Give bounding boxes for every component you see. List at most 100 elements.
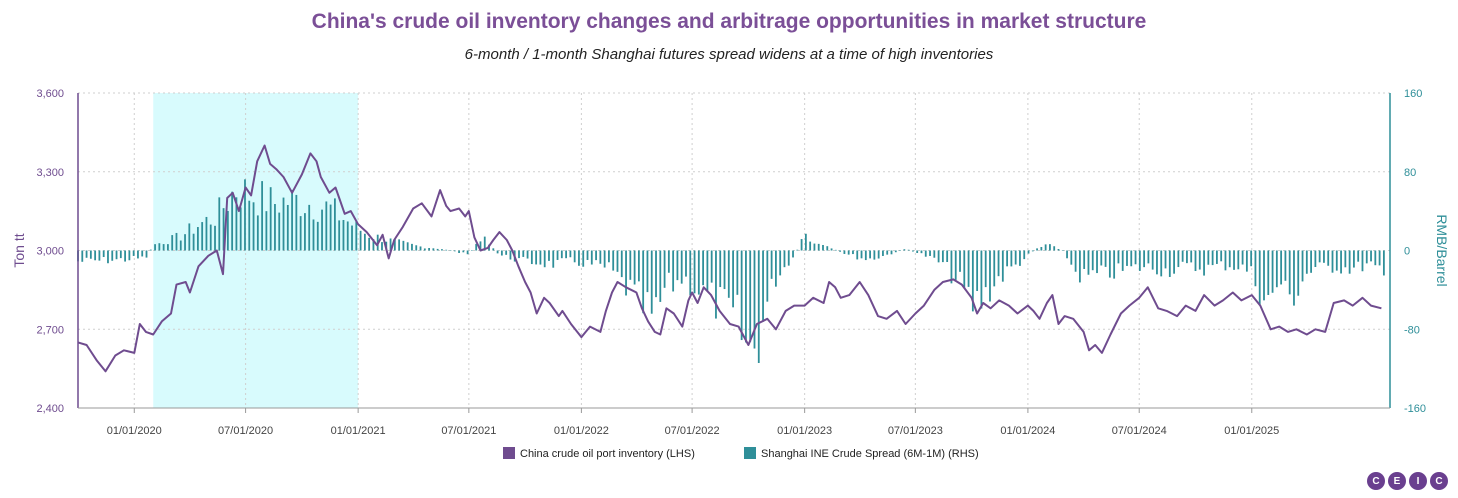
x-tick-label: 01/01/2020 bbox=[107, 425, 162, 437]
spread-bar bbox=[847, 250, 850, 255]
spread-bar bbox=[1006, 250, 1009, 267]
spread-bar bbox=[1001, 250, 1004, 282]
spread-bar bbox=[1340, 250, 1342, 274]
spread-bar bbox=[1284, 250, 1287, 281]
spread-bar bbox=[586, 250, 589, 260]
spread-bar bbox=[209, 224, 212, 251]
spread-bar bbox=[655, 250, 657, 298]
left-tick-label: 2,700 bbox=[36, 324, 64, 336]
right-tick-label: 0 bbox=[1404, 246, 1410, 258]
spread-bar bbox=[954, 250, 957, 280]
spread-bar bbox=[941, 250, 944, 263]
spread-bar bbox=[1113, 250, 1116, 279]
spread-bar bbox=[111, 250, 114, 261]
spread-bar bbox=[959, 250, 961, 272]
spread-bar bbox=[162, 244, 165, 251]
spread-bar bbox=[389, 238, 392, 251]
spread-bar bbox=[462, 250, 465, 253]
spread-bar bbox=[834, 249, 837, 251]
spread-bar bbox=[1245, 250, 1248, 272]
spread-bar bbox=[685, 250, 687, 277]
logo-letter: C bbox=[1367, 472, 1385, 490]
spread-bar bbox=[1057, 249, 1060, 251]
spread-bar bbox=[1108, 250, 1111, 278]
spread-bar bbox=[556, 250, 559, 260]
spread-bar bbox=[667, 250, 670, 273]
spread-bar bbox=[1211, 250, 1214, 266]
spread-bar bbox=[1258, 250, 1261, 306]
spread-bar bbox=[1104, 250, 1107, 267]
spread-bar bbox=[256, 215, 259, 251]
spread-bar bbox=[1241, 250, 1244, 265]
spread-bar bbox=[419, 246, 422, 251]
spread-bar bbox=[680, 250, 683, 284]
spread-bar bbox=[1087, 250, 1090, 275]
spread-bar bbox=[1288, 250, 1291, 295]
spread-bar bbox=[603, 250, 606, 268]
spread-bar bbox=[770, 250, 773, 279]
spread-bar bbox=[102, 250, 105, 258]
spread-bar bbox=[967, 250, 970, 287]
legend-swatch-spread bbox=[744, 447, 756, 459]
spread-bar bbox=[1357, 250, 1360, 262]
spread-bar bbox=[1044, 244, 1047, 251]
spread-bar bbox=[1078, 250, 1081, 283]
spread-bar bbox=[629, 250, 632, 280]
chart-subtitle: 6-month / 1-month Shanghai futures sprea… bbox=[464, 46, 994, 63]
spread-bar bbox=[920, 250, 923, 254]
spread-bar bbox=[736, 250, 739, 295]
spread-bar bbox=[278, 212, 281, 251]
spread-bar bbox=[856, 250, 859, 260]
spread-bar bbox=[1160, 250, 1163, 277]
spread-bar bbox=[950, 250, 953, 284]
spread-bar bbox=[436, 248, 439, 251]
spread-bar bbox=[625, 250, 627, 296]
spread-bar bbox=[1049, 244, 1051, 251]
spread-bar bbox=[864, 250, 867, 261]
spread-bar bbox=[578, 250, 580, 266]
spread-bar bbox=[518, 250, 520, 259]
spread-bar bbox=[997, 250, 1000, 277]
spread-bar bbox=[359, 230, 362, 251]
spread-bar bbox=[286, 204, 289, 251]
spread-bar bbox=[1203, 250, 1205, 276]
spread-bar bbox=[552, 250, 555, 268]
spread-bar bbox=[912, 250, 914, 252]
spread-bar bbox=[1194, 250, 1197, 272]
spread-bar bbox=[1361, 250, 1364, 272]
spread-bar bbox=[342, 219, 345, 251]
spread-bar bbox=[539, 250, 542, 265]
spread-bar bbox=[124, 250, 126, 262]
spread-bar bbox=[1374, 250, 1377, 266]
spread-bar bbox=[530, 250, 533, 265]
spread-bar bbox=[804, 233, 807, 251]
spread-bar bbox=[1250, 250, 1253, 267]
spread-bars bbox=[77, 179, 1385, 363]
spread-bar bbox=[261, 181, 264, 251]
spread-bar bbox=[715, 250, 717, 319]
x-tick-label: 01/01/2024 bbox=[1000, 425, 1055, 437]
spread-bar bbox=[899, 250, 901, 251]
spread-bar bbox=[693, 250, 696, 294]
spread-bar bbox=[458, 250, 460, 253]
spread-bar bbox=[676, 250, 679, 281]
spread-bar bbox=[702, 250, 705, 286]
spread-bar bbox=[1083, 250, 1086, 269]
spread-bar bbox=[1023, 250, 1026, 260]
spread-bar bbox=[355, 220, 358, 251]
spread-bar bbox=[282, 197, 285, 251]
spread-bar bbox=[226, 210, 229, 251]
spread-bar bbox=[107, 250, 109, 264]
spread-bar bbox=[214, 225, 216, 251]
spread-bar bbox=[1233, 250, 1235, 270]
x-tick-label: 01/01/2022 bbox=[554, 425, 609, 437]
inventory-line bbox=[77, 144, 1382, 373]
spread-bar bbox=[423, 248, 426, 251]
spread-bar bbox=[1177, 250, 1180, 268]
x-tick-label: 01/01/2021 bbox=[331, 425, 386, 437]
spread-bar bbox=[886, 250, 889, 255]
spread-bar bbox=[839, 250, 842, 252]
spread-bar bbox=[1168, 250, 1171, 277]
spread-bar bbox=[115, 250, 118, 260]
